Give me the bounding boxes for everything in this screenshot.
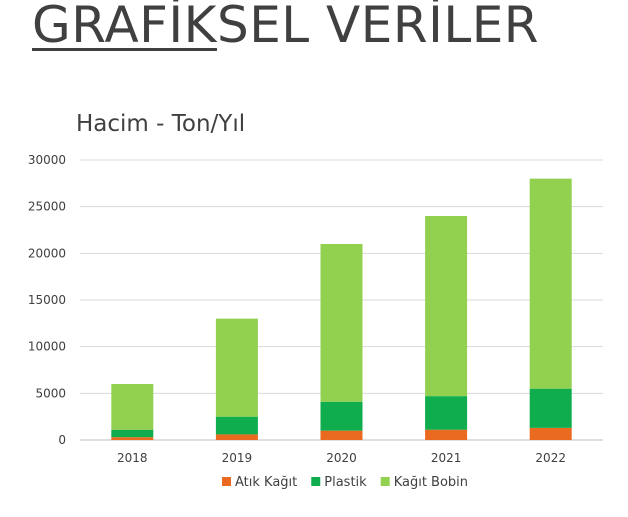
x-tick-label: 2022 bbox=[535, 451, 566, 465]
legend-swatch bbox=[222, 477, 231, 486]
slide-title: GRAFİKSEL VERİLER bbox=[32, 0, 539, 54]
chart-title: Hacim - Ton/Yıl bbox=[76, 111, 245, 137]
x-axis-ticks: 2018 2019 2020 2021 2022 bbox=[117, 451, 566, 465]
x-tick-label: 2020 bbox=[326, 451, 357, 465]
y-tick-label: 15000 bbox=[28, 293, 66, 307]
bar-segment bbox=[529, 388, 572, 428]
legend-swatch bbox=[311, 477, 321, 486]
bars bbox=[111, 178, 572, 440]
bar-segment bbox=[425, 396, 468, 430]
y-tick-label: 0 bbox=[58, 433, 66, 447]
legend: Atık Kağıt Plastik Kağıt Bobin bbox=[222, 475, 468, 490]
bar-segment bbox=[111, 437, 154, 440]
legend-label: Plastik bbox=[324, 475, 367, 490]
y-axis-ticks: 0 5000 10000 15000 20000 25000 30000 bbox=[28, 153, 66, 447]
x-tick-label: 2018 bbox=[117, 451, 148, 465]
y-tick-label: 25000 bbox=[28, 200, 66, 214]
legend-item: Plastik bbox=[311, 475, 367, 490]
legend-label: Atık Kağıt bbox=[235, 475, 297, 490]
bar-segment bbox=[215, 416, 258, 435]
y-tick-label: 20000 bbox=[28, 246, 66, 260]
bar-segment bbox=[529, 178, 572, 389]
bar-segment bbox=[320, 244, 363, 402]
bar-segment bbox=[320, 401, 363, 431]
x-tick-label: 2019 bbox=[222, 451, 253, 465]
bar-segment bbox=[529, 427, 572, 440]
y-tick-label: 5000 bbox=[35, 386, 66, 400]
bar-segment bbox=[320, 430, 363, 440]
y-tick-label: 10000 bbox=[28, 340, 66, 354]
slide-title-underlined: GRAFİK bbox=[32, 0, 217, 54]
bar-segment bbox=[425, 216, 468, 397]
legend-swatch bbox=[380, 477, 390, 486]
x-tick-label: 2021 bbox=[431, 451, 462, 465]
legend-label: Kağıt Bobin bbox=[394, 475, 468, 490]
y-tick-label: 30000 bbox=[28, 153, 66, 167]
bar-segment bbox=[215, 318, 258, 417]
slide-title-rest: SEL VERİLER bbox=[216, 0, 540, 54]
bar-segment bbox=[111, 429, 154, 438]
legend-item: Kağıt Bobin bbox=[380, 475, 468, 490]
bar-segment bbox=[425, 429, 468, 440]
bar-segment bbox=[215, 434, 258, 440]
bar-segment bbox=[111, 384, 154, 430]
legend-item: Atık Kağıt bbox=[222, 475, 297, 490]
